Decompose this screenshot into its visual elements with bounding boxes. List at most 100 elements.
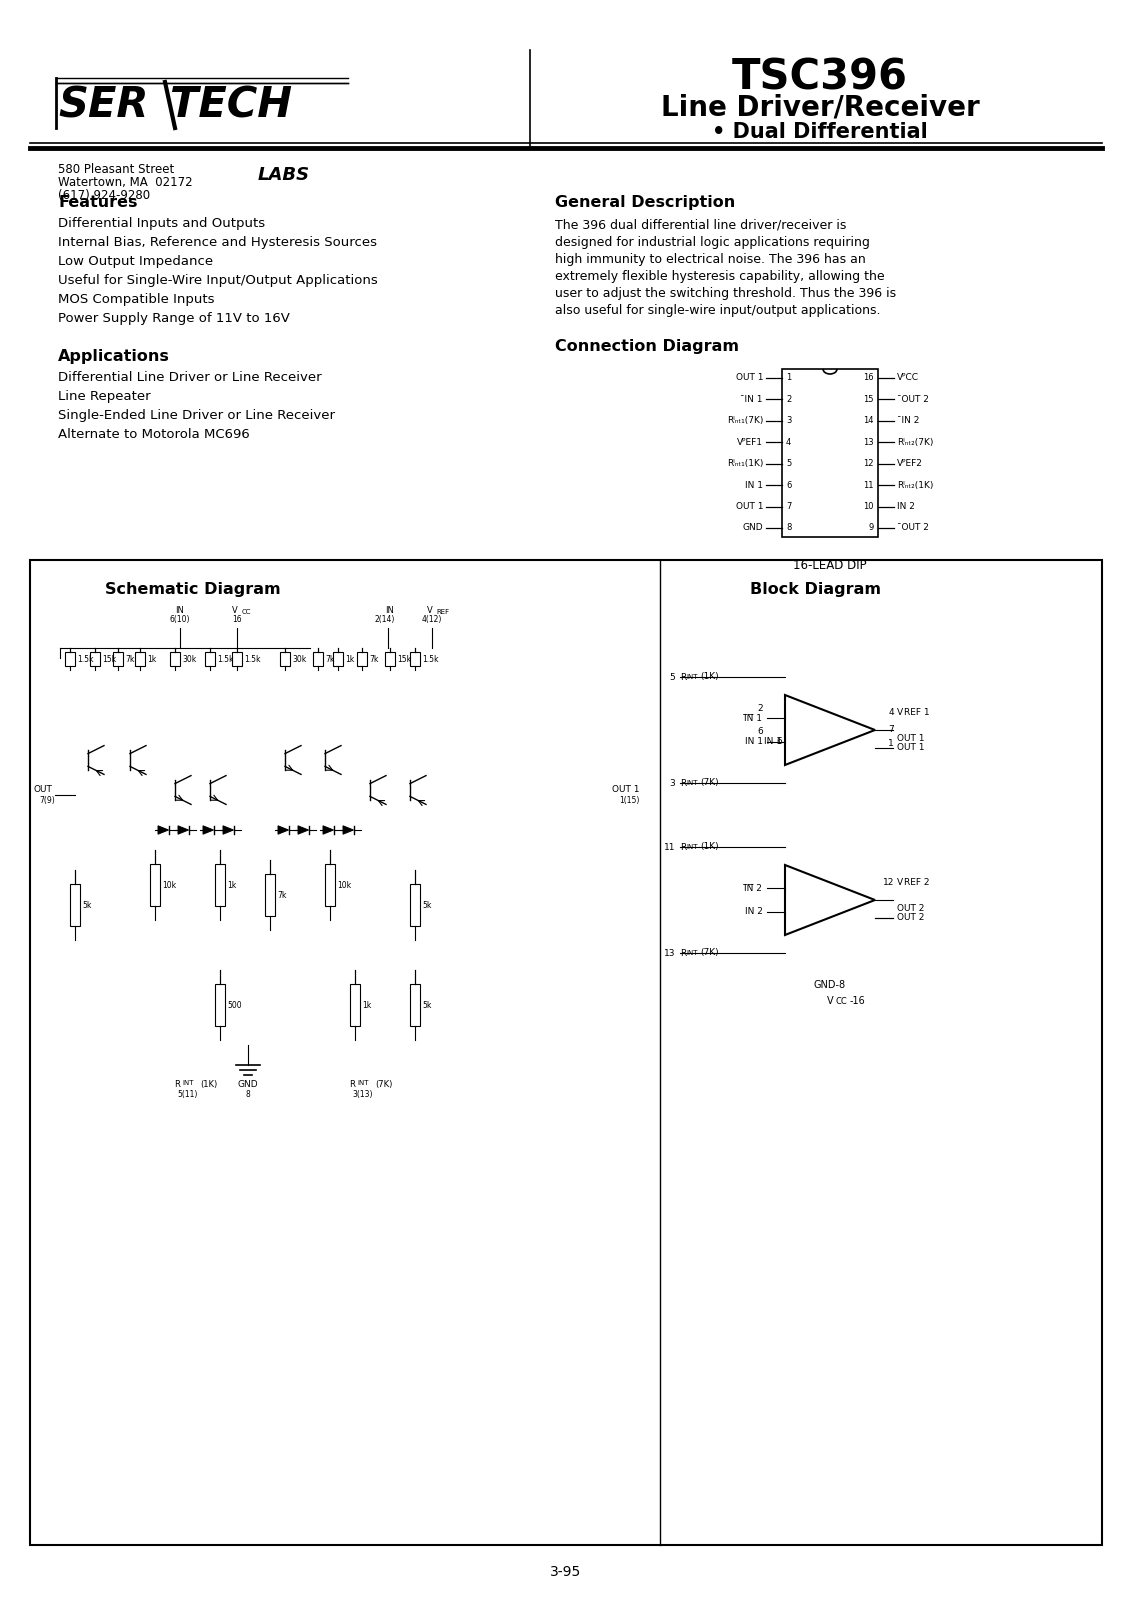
Bar [91, 653, 100, 666]
Text: 10k: 10k [162, 880, 177, 890]
Text: Applications: Applications [58, 349, 170, 365]
Text: R: R [680, 672, 686, 682]
Text: 2(14): 2(14) [375, 614, 395, 624]
Bar [410, 653, 420, 666]
Text: 2: 2 [786, 395, 791, 403]
Bar [410, 883, 420, 926]
Text: 1k: 1k [147, 654, 156, 664]
Text: INT: INT [182, 1080, 194, 1086]
Text: Block Diagram: Block Diagram [751, 582, 881, 597]
Text: Line Driver/Receiver: Line Driver/Receiver [661, 93, 979, 122]
Text: OUT̅ 2: OUT̅ 2 [897, 904, 925, 914]
Bar [410, 984, 420, 1026]
Bar [205, 653, 215, 666]
Text: • Dual Differential: • Dual Differential [712, 122, 928, 142]
Text: 10: 10 [864, 502, 874, 510]
Text: Rᴵₙₜ₂(7K): Rᴵₙₜ₂(7K) [897, 438, 934, 446]
Text: 7k: 7k [277, 891, 286, 899]
Bar [782, 370, 878, 538]
Text: R: R [174, 1080, 180, 1090]
Text: INT: INT [357, 1080, 369, 1086]
Text: V: V [826, 995, 833, 1006]
Polygon shape [203, 826, 214, 834]
Text: 1k: 1k [345, 654, 354, 664]
Text: 6: 6 [757, 726, 763, 736]
Text: CC: CC [242, 610, 251, 614]
Text: (1K): (1K) [700, 843, 719, 851]
Text: 10k: 10k [337, 880, 351, 890]
Text: -16: -16 [850, 995, 866, 1006]
Text: 5k: 5k [422, 1000, 431, 1010]
Text: OUT̅ 1: OUT̅ 1 [897, 734, 925, 744]
Text: 7k: 7k [369, 654, 378, 664]
Text: GND-8: GND-8 [814, 979, 846, 990]
Text: MOS Compatible Inputs: MOS Compatible Inputs [58, 293, 214, 306]
Text: I̅N̅ 1: I̅N̅ 1 [745, 714, 763, 723]
Bar [65, 653, 75, 666]
Text: (7K): (7K) [700, 949, 719, 957]
Text: Internal Bias, Reference and Hysteresis Sources: Internal Bias, Reference and Hysteresis … [58, 235, 377, 250]
Text: 2: 2 [757, 704, 763, 714]
Text: V: V [897, 707, 903, 717]
Text: 3(13): 3(13) [353, 1090, 374, 1099]
Bar [135, 653, 145, 666]
Text: designed for industrial logic applications requiring: designed for industrial logic applicatio… [555, 235, 869, 250]
Text: ¯IN 2: ¯IN 2 [897, 416, 919, 426]
Text: 13: 13 [663, 949, 675, 957]
Text: INT: INT [686, 950, 697, 955]
Bar [151, 864, 160, 906]
Text: V: V [897, 878, 903, 886]
Text: 1.5k: 1.5k [77, 654, 94, 664]
Text: ¯OUT 2: ¯OUT 2 [897, 523, 929, 533]
Text: ¯IN 1: ¯IN 1 [740, 395, 763, 403]
Bar [113, 653, 123, 666]
Bar [325, 864, 335, 906]
Text: Connection Diagram: Connection Diagram [555, 339, 739, 354]
Text: 5k: 5k [422, 901, 431, 909]
Text: Low Output Impedance: Low Output Impedance [58, 254, 213, 267]
Text: 13: 13 [864, 438, 874, 446]
Text: CC: CC [837, 997, 848, 1005]
Text: Watertown, MA  02172: Watertown, MA 02172 [58, 176, 192, 189]
Text: IN 1: IN 1 [764, 738, 782, 746]
Text: OUT 1: OUT 1 [897, 742, 925, 752]
Text: OUT 1: OUT 1 [736, 373, 763, 382]
Text: VᴾCC: VᴾCC [897, 373, 919, 382]
Text: Line Repeater: Line Repeater [58, 390, 151, 403]
Bar [215, 984, 225, 1026]
Text: 1k: 1k [228, 880, 237, 890]
Text: General Description: General Description [555, 195, 736, 210]
Text: INT: INT [686, 845, 697, 850]
Text: 1.5k: 1.5k [217, 654, 233, 664]
Polygon shape [323, 826, 334, 834]
Bar [350, 984, 360, 1026]
Text: IN 1: IN 1 [745, 480, 763, 490]
Text: 12: 12 [883, 878, 894, 886]
Text: 16: 16 [232, 614, 242, 624]
Text: R: R [680, 843, 686, 851]
Bar [385, 653, 395, 666]
Bar [333, 653, 343, 666]
Text: 6(10): 6(10) [170, 614, 190, 624]
Text: 12: 12 [864, 459, 874, 469]
Text: INT: INT [686, 781, 697, 786]
Text: 16-LEAD DIP: 16-LEAD DIP [794, 558, 867, 573]
Text: high immunity to electrical noise. The 396 has an: high immunity to electrical noise. The 3… [555, 253, 866, 266]
Text: (7K): (7K) [375, 1080, 393, 1090]
Text: 3: 3 [786, 416, 791, 426]
Bar [215, 864, 225, 906]
Text: 7k: 7k [325, 654, 334, 664]
Text: 30k: 30k [292, 654, 307, 664]
Bar [31, 560, 1101, 1546]
Text: OUT 1: OUT 1 [612, 786, 640, 795]
Text: 4(12): 4(12) [422, 614, 443, 624]
Text: 15: 15 [864, 395, 874, 403]
Text: 500: 500 [228, 1000, 241, 1010]
Polygon shape [298, 826, 309, 834]
Text: TECH: TECH [170, 83, 292, 126]
Text: Alternate to Motorola MC696: Alternate to Motorola MC696 [58, 427, 250, 442]
Text: 30k: 30k [182, 654, 196, 664]
Text: (1K): (1K) [700, 672, 719, 682]
Text: 5(11): 5(11) [178, 1090, 198, 1099]
Text: 7(9): 7(9) [40, 795, 55, 805]
